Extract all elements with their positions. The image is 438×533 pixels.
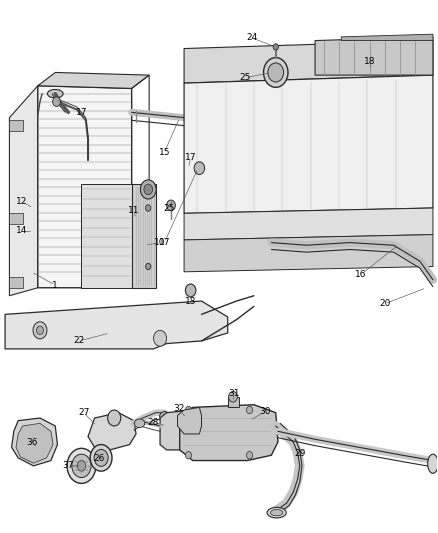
- Text: 25: 25: [163, 204, 174, 213]
- Ellipse shape: [166, 200, 175, 211]
- Polygon shape: [10, 120, 22, 131]
- Text: 36: 36: [26, 439, 38, 448]
- Polygon shape: [184, 208, 433, 240]
- Ellipse shape: [94, 449, 108, 466]
- Ellipse shape: [267, 507, 286, 518]
- Text: 1: 1: [53, 280, 58, 289]
- Text: 31: 31: [229, 389, 240, 398]
- Ellipse shape: [153, 330, 166, 346]
- Ellipse shape: [134, 419, 145, 427]
- Ellipse shape: [33, 322, 47, 339]
- Polygon shape: [81, 184, 132, 288]
- Polygon shape: [315, 37, 433, 75]
- Text: 14: 14: [16, 227, 27, 236]
- Ellipse shape: [185, 406, 191, 414]
- Ellipse shape: [247, 451, 253, 459]
- Polygon shape: [184, 235, 433, 272]
- Ellipse shape: [194, 162, 205, 174]
- Ellipse shape: [144, 184, 152, 195]
- Ellipse shape: [77, 461, 86, 471]
- Polygon shape: [10, 277, 22, 288]
- Ellipse shape: [90, 445, 112, 471]
- Text: 30: 30: [259, 407, 271, 416]
- Ellipse shape: [146, 263, 151, 270]
- Polygon shape: [177, 407, 201, 434]
- Text: 11: 11: [128, 206, 140, 215]
- Text: 32: 32: [173, 405, 184, 414]
- Ellipse shape: [427, 454, 438, 473]
- Text: 13: 13: [185, 296, 196, 305]
- Ellipse shape: [185, 451, 191, 459]
- Polygon shape: [184, 41, 433, 83]
- Text: 25: 25: [240, 73, 251, 82]
- Ellipse shape: [264, 58, 288, 87]
- Text: 15: 15: [159, 148, 170, 157]
- Ellipse shape: [247, 406, 253, 414]
- Ellipse shape: [67, 448, 96, 483]
- Ellipse shape: [271, 510, 283, 516]
- Text: 29: 29: [294, 449, 305, 458]
- Text: 27: 27: [78, 408, 89, 417]
- Text: 28: 28: [148, 418, 159, 427]
- Ellipse shape: [146, 205, 151, 211]
- Polygon shape: [12, 418, 57, 466]
- Text: 17: 17: [76, 108, 87, 117]
- Polygon shape: [16, 423, 53, 463]
- Ellipse shape: [159, 411, 170, 421]
- Ellipse shape: [72, 454, 91, 478]
- Text: 22: 22: [74, 336, 85, 345]
- Text: 10: 10: [154, 238, 166, 247]
- Ellipse shape: [36, 326, 43, 335]
- Ellipse shape: [273, 44, 279, 50]
- Polygon shape: [228, 397, 239, 407]
- Ellipse shape: [47, 90, 63, 98]
- Polygon shape: [10, 213, 22, 224]
- Text: 18: 18: [364, 58, 375, 66]
- Ellipse shape: [268, 63, 284, 82]
- Polygon shape: [184, 75, 433, 213]
- Polygon shape: [5, 301, 228, 349]
- Ellipse shape: [185, 284, 196, 297]
- Ellipse shape: [53, 97, 60, 107]
- Polygon shape: [160, 410, 199, 450]
- Text: 16: 16: [355, 270, 367, 279]
- Polygon shape: [341, 34, 433, 41]
- Polygon shape: [88, 413, 136, 450]
- Text: 12: 12: [16, 197, 27, 206]
- Ellipse shape: [141, 180, 156, 199]
- Text: 37: 37: [63, 462, 74, 470]
- Text: 26: 26: [93, 455, 105, 463]
- Polygon shape: [10, 86, 38, 296]
- Text: 20: 20: [379, 299, 391, 308]
- Text: 17: 17: [159, 238, 170, 247]
- Ellipse shape: [108, 410, 121, 426]
- Polygon shape: [38, 86, 132, 288]
- Text: 24: 24: [246, 34, 258, 43]
- Polygon shape: [132, 184, 155, 288]
- Ellipse shape: [229, 391, 237, 402]
- Polygon shape: [38, 72, 149, 88]
- Text: 17: 17: [185, 153, 196, 162]
- Polygon shape: [180, 405, 278, 461]
